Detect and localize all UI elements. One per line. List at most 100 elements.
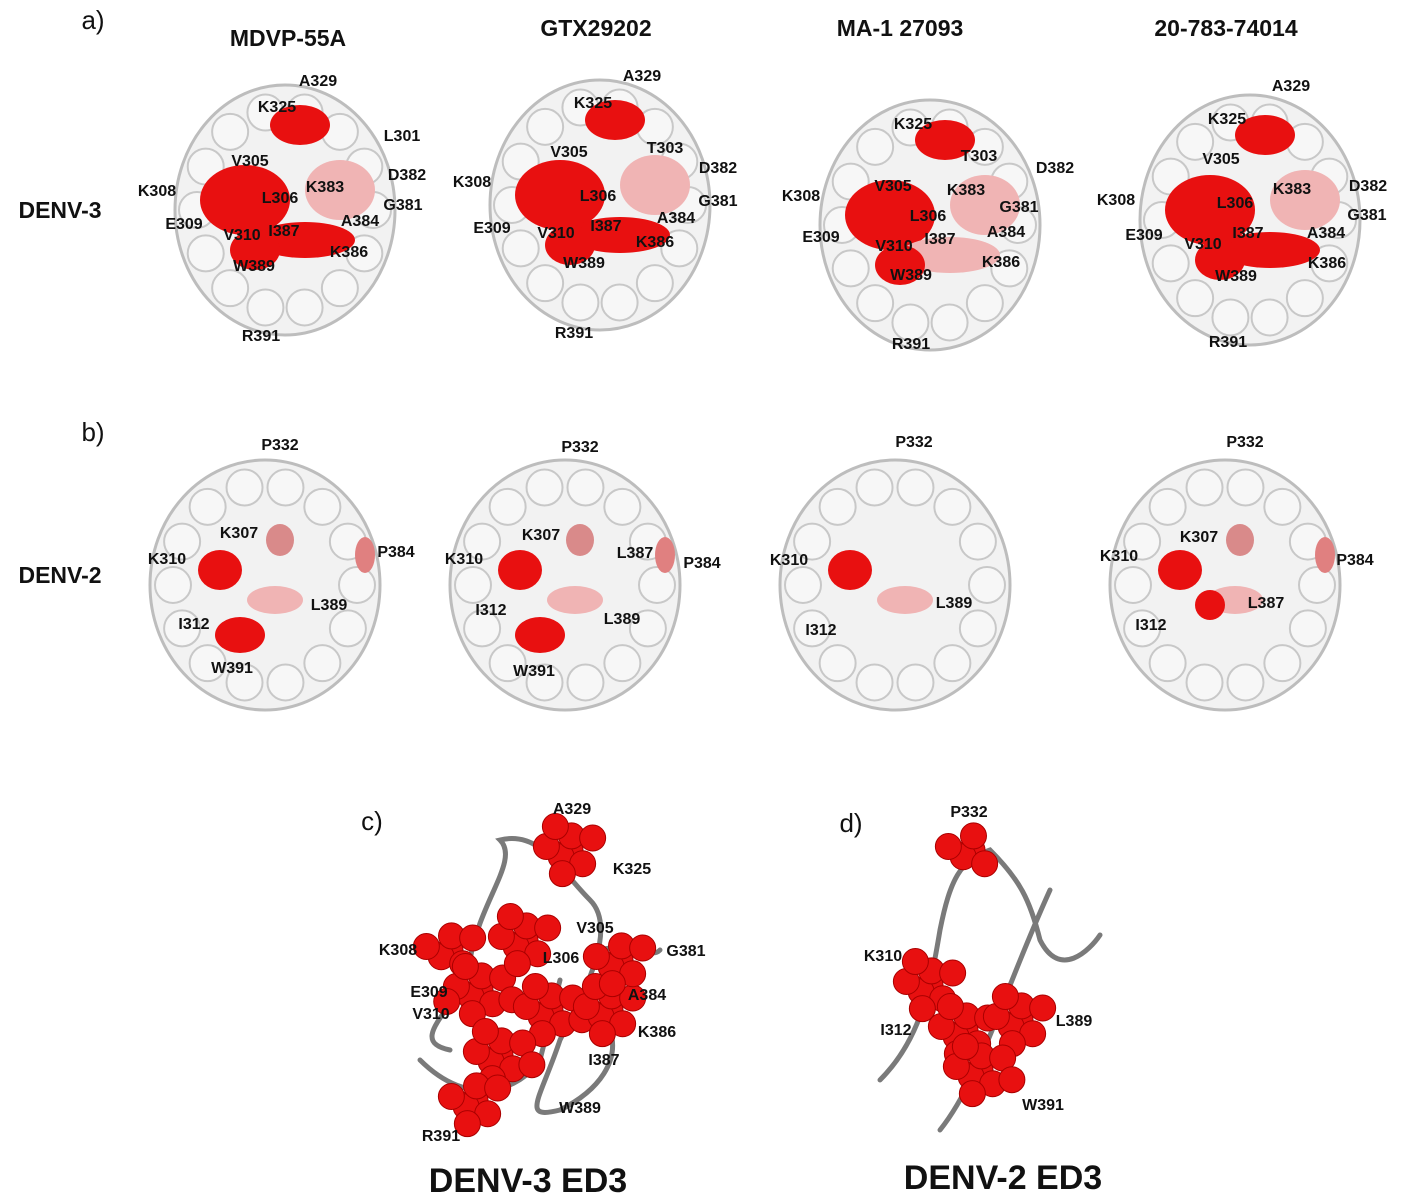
patch [620,155,690,215]
atom-sphere [937,994,963,1020]
residue-label: P332 [1226,434,1263,451]
atom-sphere [972,851,998,877]
residue-label: K310 [864,948,902,965]
atom-sphere [599,971,625,997]
residue-label: W389 [559,1100,601,1117]
residue-label: E309 [473,220,510,237]
residue-label: P384 [683,555,720,572]
patch [1315,537,1335,573]
residue-label: K308 [379,942,417,959]
surface-bump [1287,280,1323,316]
surface-bump [188,235,224,271]
surface-bump [639,567,675,603]
surface-bump [562,284,598,320]
residue-label: W389 [890,267,932,284]
panel-label: d) [839,808,862,838]
residue-label: W391 [1022,1097,1064,1114]
residue-label: L389 [936,595,973,612]
atom-sphere [519,1052,545,1078]
surface-bump [1115,567,1151,603]
residue-label: E309 [410,984,447,1001]
residue-label: E309 [802,229,839,246]
surface-bump [820,645,856,681]
column-header: MA-1 27093 [837,15,964,41]
patch [1158,550,1202,590]
residue-label: W389 [563,255,605,272]
row-label: DENV-2 [18,562,101,588]
atom-sphere [583,944,609,970]
residue-label: L301 [384,128,421,145]
surface-bump [490,489,526,525]
residue-label: E309 [165,216,202,233]
surface-bump [247,289,283,325]
column-header: MDVP-55A [230,25,346,51]
patch [1226,524,1254,556]
residue-label: G381 [698,193,737,210]
atom-sphere [522,974,548,1000]
residue-label: V305 [550,144,587,161]
patch [247,586,303,614]
surface-bump [934,489,970,525]
atom-sphere [497,904,523,930]
surface-bump [1177,280,1213,316]
surface-bump [267,470,303,506]
patch [1195,590,1225,620]
surface-bump [960,610,996,646]
atom-sphere [452,954,478,980]
residue-label: K383 [1273,181,1311,198]
residue-label: K386 [636,234,674,251]
surface-bump [527,470,563,506]
residue-label: V310 [875,238,912,255]
residue-label: L387 [1248,595,1285,612]
patch [655,537,675,573]
residue-label: W389 [233,258,275,275]
residue-label: W389 [1215,268,1257,285]
residue-label: I312 [1135,617,1166,634]
surface-bump [1153,245,1189,281]
surface-bump [1227,470,1263,506]
surface-bump [604,645,640,681]
surface-bump [1212,299,1248,335]
column-header: GTX29202 [540,15,651,41]
residue-label: P384 [377,544,414,561]
panel-title: DENV-3 ED3 [429,1162,627,1199]
residue-label: K307 [1180,529,1218,546]
residue-label: L389 [604,611,641,628]
residue-label: L387 [617,545,654,562]
residue-label: D382 [388,167,426,184]
patch [877,586,933,614]
residue-label: I312 [805,622,836,639]
surface-bump [155,567,191,603]
atom-sphere [549,861,575,887]
residue-label: V305 [874,178,911,195]
residue-label: L306 [543,950,580,967]
surface-bump [857,129,893,165]
residue-label: W391 [211,660,253,677]
residue-label: R391 [892,336,930,353]
panel-label: c) [361,806,383,836]
atom-sphere [413,934,439,960]
surface-bump [960,524,996,560]
residue-label: V305 [576,920,613,937]
residue-label: K310 [770,552,808,569]
residue-label: I387 [588,1052,619,1069]
residue-label: G381 [666,943,705,960]
residue-label: A384 [341,213,379,230]
residue-label: K325 [894,116,932,133]
residue-label: K325 [1208,111,1246,128]
surface-bump [1187,664,1223,700]
figure: a)DENV-3MDVP-55AA329K325L301V305D382K308… [0,0,1405,1199]
residue-label: R391 [1209,334,1247,351]
surface-bump [330,610,366,646]
surface-bump [969,567,1005,603]
residue-label: P332 [261,437,298,454]
residue-label: V310 [537,225,574,242]
atom-sphere [485,1075,511,1101]
residue-label: P332 [561,439,598,456]
atom-sphere [630,935,656,961]
residue-label: L389 [1056,1013,1093,1030]
residue-label: R391 [422,1128,460,1145]
residue-label: L389 [311,597,348,614]
surface-bump [897,470,933,506]
surface-bump [567,664,603,700]
